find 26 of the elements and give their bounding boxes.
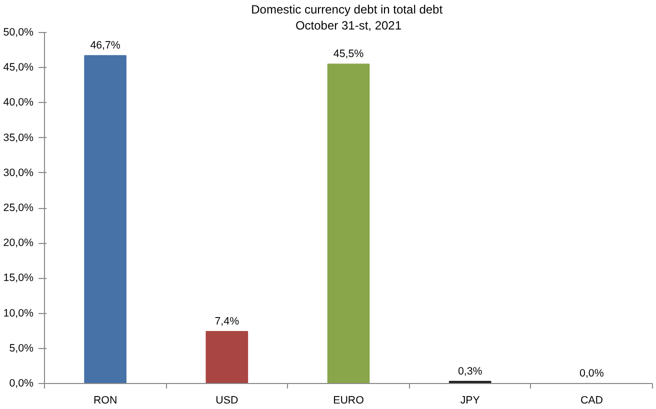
data-label: 45,5% xyxy=(333,48,364,60)
chart-title: Domestic currency debt in total debt xyxy=(251,2,444,16)
data-label: 0,3% xyxy=(458,365,483,378)
y-tick-label: 30,0% xyxy=(3,166,34,179)
x-tick-label: USD xyxy=(216,394,238,406)
x-tick-label: CAD xyxy=(580,394,604,406)
data-label: 7,4% xyxy=(214,316,240,328)
x-tick-label: JPY xyxy=(460,394,480,406)
y-tick-label: 0,0% xyxy=(9,378,34,390)
y-tick-label: 40,0% xyxy=(3,96,34,109)
data-label: 46,7% xyxy=(90,40,121,52)
bar xyxy=(84,55,126,384)
chart-subtitle: October 31-st, 2021 xyxy=(295,18,402,32)
x-tick-label: EURO xyxy=(333,394,364,406)
bar xyxy=(206,331,248,384)
y-tick-label: 50,0% xyxy=(3,26,34,38)
y-tick-label: 25,0% xyxy=(3,202,34,214)
y-tick-label: 45,0% xyxy=(3,62,34,74)
bar xyxy=(327,64,370,384)
data-label: 0,0% xyxy=(580,368,604,380)
y-tick-label: 20,0% xyxy=(3,237,34,250)
y-tick-label: 35,0% xyxy=(3,132,34,144)
x-tick-label: RON xyxy=(93,394,118,406)
y-tick-label: 5,0% xyxy=(9,342,34,354)
y-tick-label: 15,0% xyxy=(3,272,34,284)
y-tick-label: 10,0% xyxy=(3,307,34,320)
